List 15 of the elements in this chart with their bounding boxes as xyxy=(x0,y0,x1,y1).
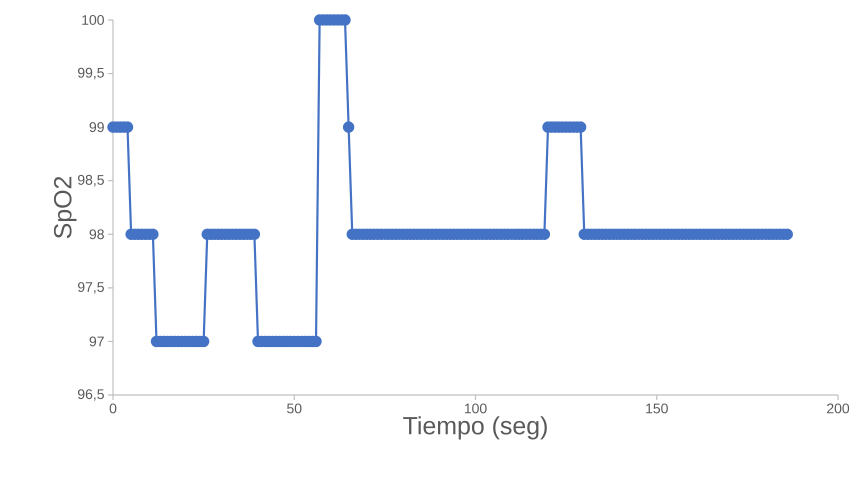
x-axis-title: Tiempo (seg) xyxy=(403,416,547,440)
y-tick-label: 99,5 xyxy=(78,68,104,80)
y-tick-label: 97 xyxy=(90,336,104,346)
y-tick-label: 98,5 xyxy=(78,174,104,186)
x-tick-label: 0 xyxy=(110,403,116,414)
y-tick-label: 97,5 xyxy=(78,282,104,294)
y-tick-label: 98 xyxy=(90,229,104,240)
x-tick-label: 100 xyxy=(464,403,487,414)
y-tick-label: 99 xyxy=(90,122,104,132)
x-tick-label: 150 xyxy=(646,403,668,414)
y-axis-title: SpO2 xyxy=(54,176,77,238)
y-tick-label: 100 xyxy=(82,15,104,25)
x-tick-label: 200 xyxy=(827,403,850,414)
x-tick-label: 50 xyxy=(287,403,302,414)
y-tick-label: 96,5 xyxy=(78,389,104,401)
